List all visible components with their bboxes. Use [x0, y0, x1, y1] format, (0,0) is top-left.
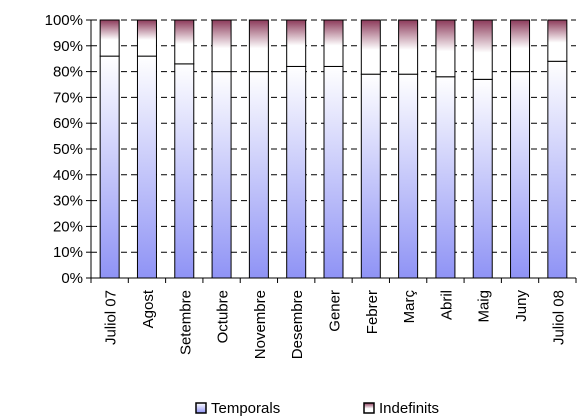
x-tick-label: Desembre — [289, 290, 306, 359]
bar-indefinits-7 — [360, 19, 381, 75]
x-tick-labels: Juliol 07 Agost Setembre Octubre Novembre Des… — [103, 289, 568, 359]
bar-temporals-12 — [547, 60, 568, 279]
bar-indefinits-12 — [547, 19, 568, 62]
y-tick-label: 50% — [53, 141, 83, 158]
y-tick-label: 100% — [45, 12, 83, 29]
y-tick-label: 10% — [53, 244, 83, 261]
bar-indefinits-0 — [99, 19, 120, 57]
bar-indefinits-9 — [435, 19, 456, 78]
bar-indefinits-1 — [136, 19, 157, 57]
bar-indefinits-4 — [248, 19, 269, 73]
y-tick-label: 0% — [61, 270, 83, 287]
bar-temporals-4 — [248, 71, 269, 279]
legend: Temporals Indefinits — [195, 400, 439, 417]
y-tick-label: 60% — [53, 115, 83, 132]
bar-temporals-7 — [360, 73, 381, 279]
y-tick-labels: 0% 10% 20% 30% 40% 50% 60% 70% 80% 90% 100% — [45, 12, 83, 287]
bar-temporals-6 — [323, 65, 344, 279]
x-tick-label: Juliol 07 — [103, 290, 120, 345]
bar-temporals-5 — [286, 65, 307, 279]
x-tick-label: Gener — [327, 290, 344, 332]
x-tick-label: Maig — [476, 290, 493, 323]
bar-temporals-3 — [211, 71, 232, 279]
bar-indefinits-11 — [510, 19, 531, 73]
y-tick-label: 40% — [53, 167, 83, 184]
bar-temporals-1 — [136, 55, 157, 279]
bar-temporals-9 — [435, 76, 456, 279]
legend-label-temporals: Temporals — [211, 400, 280, 417]
bar-indefinits-3 — [211, 19, 232, 73]
bar-temporals-2 — [174, 63, 195, 279]
y-tick-label: 70% — [53, 89, 83, 106]
legend-swatch-indefinits — [363, 402, 375, 414]
bar-temporals-11 — [510, 71, 531, 279]
x-tick-label: Febrer — [364, 290, 381, 334]
x-tick-label: Març — [401, 290, 418, 324]
bar-indefinits-6 — [323, 19, 344, 67]
x-tick-label: Setembre — [177, 290, 194, 355]
bar-indefinits-5 — [286, 19, 307, 67]
y-tick-label: 80% — [53, 64, 83, 81]
x-tick-label: Abril — [438, 290, 455, 320]
y-tick-label: 20% — [53, 218, 83, 235]
x-tick-label: Novembre — [252, 290, 269, 359]
bar-temporals-0 — [99, 55, 120, 279]
bar-indefinits-10 — [472, 19, 493, 80]
legend-swatch-temporals — [195, 402, 207, 414]
y-tick-label: 90% — [53, 38, 83, 55]
bar-temporals-8 — [398, 73, 419, 279]
x-tick-label: Juliol 08 — [550, 290, 567, 345]
legend-label-indefinits: Indefinits — [379, 400, 439, 417]
bar-indefinits-2 — [174, 19, 195, 65]
bars — [99, 19, 568, 279]
y-tick-label: 30% — [53, 193, 83, 210]
x-tick-label: Octubre — [215, 290, 232, 343]
bar-temporals-10 — [472, 78, 493, 279]
x-tick-label: Juny — [513, 290, 530, 322]
x-tick-label: Agost — [140, 289, 157, 328]
bar-indefinits-8 — [398, 19, 419, 75]
